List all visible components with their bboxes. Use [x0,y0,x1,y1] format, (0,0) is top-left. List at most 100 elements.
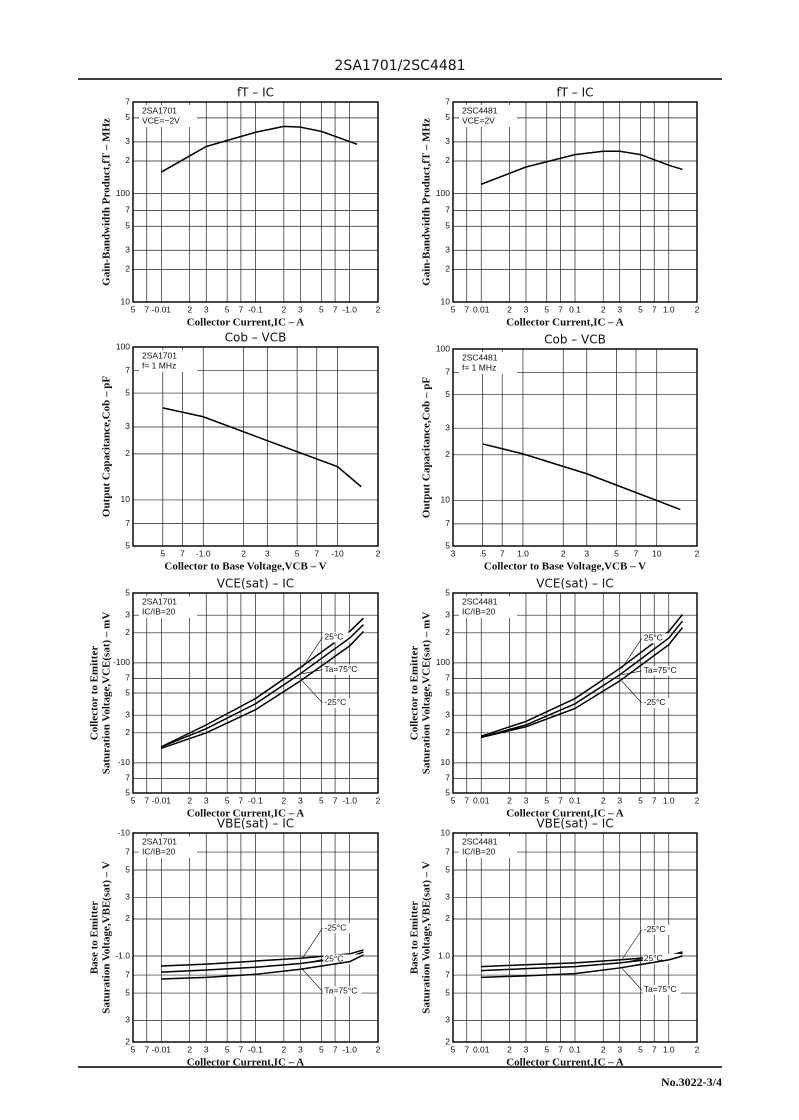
data-line [481,955,683,979]
x-tick-label: 5 [131,795,136,805]
x-tick-label: 2 [187,304,192,314]
label-leader [621,967,642,991]
series-label: -25°C [324,922,346,932]
x-tick-label: 3 [524,1044,529,1054]
series-label: 25°C [644,953,663,963]
y-tick-label: 5 [125,864,130,874]
x-tick-label: 2 [376,304,381,314]
y-axis-label: Gain-Bandwidth Product,fT – MHz [421,118,433,286]
x-tick-label: 3 [584,548,589,558]
series-label: Ta=75°C [324,664,357,674]
x-tick-label: 5 [638,1044,643,1054]
y-tick-label: 5 [445,112,450,122]
x-tick-label: 0.01 [473,795,490,805]
chart: 5 7 0.01 2 3 5 7 0.1 2 3 5 7 1.0 223571.02357102SC448… [409,817,700,1069]
x-tick-label: 7 [333,304,338,314]
y-axis-label: Saturation Voltage,VBE(sat) – V [101,861,113,1014]
y-tick-label: 100 [436,188,450,198]
x-tick-label: 2 [376,548,381,558]
x-tick-label: 7 [652,1044,657,1054]
data-line [162,407,362,488]
data-line [481,620,684,739]
x-tick-label: -0.01 [152,304,172,314]
label-leader [302,680,323,704]
y-tick-label: 100 [116,341,130,351]
y-tick-label: 3 [445,609,450,619]
x-tick-label: 10 [652,548,662,558]
label-bg [323,664,362,675]
y-tick-label: 2 [445,449,450,459]
y-tick-label: 2 [125,1036,130,1046]
chart-note: IC/IB=20 [142,846,176,856]
label-leader [621,958,642,964]
series-label: -25°C [324,697,346,707]
y-axis-label: Output Capacitance,Cob – pF [421,377,433,518]
data-line [161,630,364,749]
chart-title: VCE(sat) – IC [217,577,294,591]
series-label: 25°C [644,633,663,643]
x-tick-label: 5 [638,304,643,314]
chart-title: VBE(sat) – IC [536,817,613,831]
y-axis-label: Base to Emitter [89,901,101,974]
x-tick-label: 5 [225,795,230,805]
page-header: 2SA1701/2SC4481 [334,58,465,74]
x-tick-label: 2 [507,1044,512,1054]
y-tick-label: 5 [125,787,130,797]
note-box [139,350,197,372]
y-tick-label: 3 [125,421,130,431]
y-axis-label: Collector to Emitter [409,646,421,741]
x-tick-label: 5 [544,304,549,314]
y-tick-label: 100 [436,657,450,667]
x-tick-label: 3 [451,548,456,558]
y-axis-label: Base to Emitter [409,901,421,974]
x-tick-label: 7 [558,304,563,314]
chart-note: 2SC4481 [462,596,498,606]
label-bg [323,923,362,934]
x-tick-label: 3 [204,1044,209,1054]
chart-title: fT – IC [556,86,593,100]
data-line [480,150,683,185]
plot-border [452,592,698,794]
y-tick-label: 7 [125,518,130,528]
x-tick-label: 3 [524,304,529,314]
x-tick-label: 7 [634,548,639,558]
y-tick-label: 10 [441,757,451,767]
y-tick-label: 3 [125,892,130,902]
y-tick-label: 7 [125,96,130,106]
x-tick-label: 2 [376,795,381,805]
x-tick-label: 2 [281,1044,286,1054]
chart-title: VCE(sat) – IC [536,577,613,591]
x-tick-label: 2 [507,795,512,805]
plot-border [132,101,379,303]
x-tick-label: 5 [295,548,300,558]
x-tick-label: 7 [333,1044,338,1054]
y-tick-label: 2 [125,448,130,458]
chart-note: 2SA1701 [142,350,177,360]
plot-border [452,101,698,303]
chart: 5 7 -0.01 2 3 5 7 -0.1 2 3 5 7 -1.0 210235710023572SA… [101,86,381,329]
x-tick-label: 3 [204,304,209,314]
x-tick-label: 5 [544,1044,549,1054]
x-tick-label: 7 [464,304,469,314]
y-tick-label: 3 [445,1015,450,1025]
x-tick-label: 5 [451,304,456,314]
y-tick-label: 7 [125,969,130,979]
y-tick-label: 5 [445,987,450,997]
x-tick-label: -0.01 [152,1044,172,1054]
y-tick-label: 10 [121,494,131,504]
x-tick-label: 7 [500,548,505,558]
x-tick-label: 1.0 [663,304,675,314]
series-label: -25°C [644,924,666,934]
y-tick-label: 2 [125,627,130,637]
x-tick-label: 7 [464,1044,469,1054]
note-box [459,836,517,858]
note-box [459,596,517,618]
chart-title: fT – IC [237,86,274,100]
y-tick-label: 7 [125,205,130,215]
x-tick-label: 3 [617,795,622,805]
note-box [139,105,197,127]
plot-border [132,592,379,794]
y-tick-label: 5 [125,987,130,997]
y-tick-label: 3 [445,422,450,432]
y-tick-label: 7 [445,673,450,683]
